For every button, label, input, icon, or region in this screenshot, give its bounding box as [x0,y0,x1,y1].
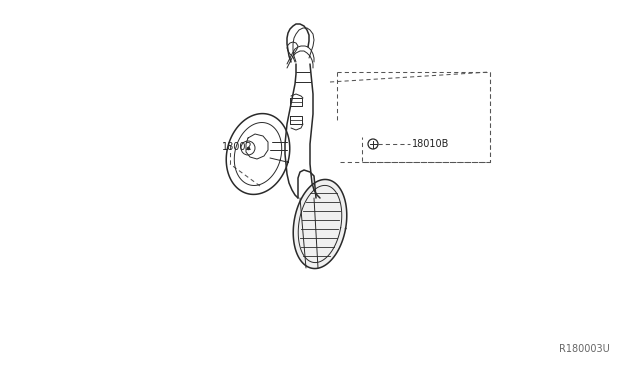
Text: 18010B: 18010B [412,139,449,149]
Text: 18002: 18002 [222,142,253,152]
Text: R180003U: R180003U [559,344,610,354]
Polygon shape [293,179,347,269]
